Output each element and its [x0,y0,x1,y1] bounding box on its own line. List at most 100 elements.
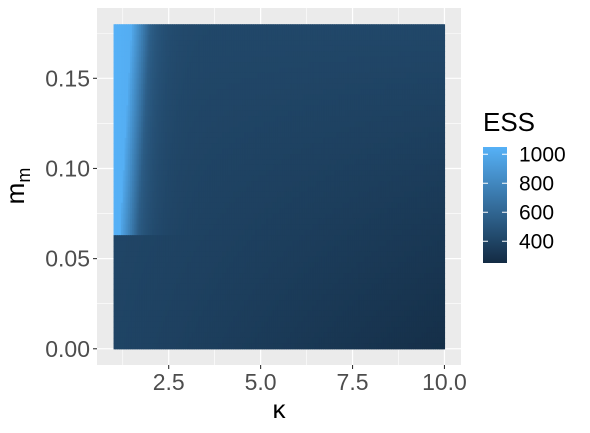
heatmap-tiles [113,24,446,350]
heatmap-tile [207,83,210,90]
heatmap-tile [227,51,230,58]
heatmap-tile [330,35,333,42]
heatmap-tile [317,62,321,69]
heatmap-tile [199,67,203,74]
heatmap-tile [315,24,319,31]
heatmap-tile [119,51,122,58]
heatmap-tile [120,35,124,42]
heatmap-tile [234,45,238,52]
heatmap-tile [216,40,219,47]
heatmap-tile [194,51,197,58]
heatmap-tile [236,94,240,101]
heatmap-tile [181,83,185,90]
heatmap-tile [383,35,387,42]
heatmap-tile [407,94,411,101]
heatmap-tile [359,45,363,52]
heatmap-tile [302,35,306,42]
heatmap-tile [192,99,196,106]
heatmap-tile [174,78,177,85]
heatmap-tile [310,83,313,90]
heatmap-tile [150,40,153,47]
heatmap-tile [310,51,313,58]
heatmap-tile [113,56,116,63]
heatmap-tile [392,72,396,79]
heatmap-tile [218,56,221,63]
heatmap-tile [365,24,368,31]
heatmap-tile [177,89,181,96]
heatmap-tile [359,83,363,90]
heatmap-tile [181,99,185,106]
heatmap-tile [407,40,411,47]
heatmap-tile [146,89,150,96]
heatmap-tile [404,29,407,36]
heatmap-tile [264,72,267,79]
heatmap-tile [358,78,361,85]
heatmap-tile [242,83,245,90]
heatmap-tile [385,24,389,31]
heatmap-tile [335,24,339,31]
heatmap-tile [370,56,374,63]
heatmap-tile [376,94,379,101]
heatmap-tile [170,62,173,69]
heatmap-tile [266,56,269,63]
heatmap-tile [255,24,258,31]
heatmap-tile [137,78,140,85]
heatmap-tile [369,83,372,90]
heatmap-tile [385,62,389,69]
heatmap-tile [392,94,396,101]
heatmap-tile [380,29,383,36]
heatmap-tile [319,78,322,85]
heatmap-tile [365,72,368,79]
heatmap-tile [378,72,381,79]
heatmap-tile [139,35,142,42]
heatmap-tile [385,72,389,79]
heatmap-tile [222,62,225,69]
heatmap-tile [310,72,313,79]
heatmap-tile [295,72,298,79]
heatmap-tile [260,45,264,52]
heatmap-tile [312,89,315,96]
heatmap-tile [306,40,310,47]
heatmap-tile [407,62,411,69]
heatmap-tile [345,62,348,69]
heatmap-tile [302,72,306,79]
heatmap-tile [288,35,291,42]
heatmap-tile [120,24,124,31]
heatmap-tile [442,89,446,96]
heatmap-tile [137,99,140,106]
heatmap-tile [354,45,357,52]
heatmap-tile [260,62,264,69]
heatmap-tile [128,83,131,90]
heatmap-tile [323,89,326,96]
heatmap-tile [326,78,330,85]
heatmap-tile [117,62,120,69]
heatmap-tile [115,83,118,90]
heatmap-tile [313,51,317,58]
heatmap-tile [141,78,144,85]
heatmap-tile [124,89,128,96]
heatmap-tile [223,94,227,101]
heatmap-tile [163,56,166,63]
heatmap-tile [380,40,383,47]
heatmap-tile [249,72,253,79]
heatmap-tile [153,40,157,47]
heatmap-tile [260,56,264,63]
heatmap-tile [279,40,282,47]
heatmap-tile [308,56,311,63]
heatmap-tile [120,99,124,106]
heatmap-tile [295,56,298,63]
heatmap-tile [163,99,166,106]
heatmap-tile [312,67,315,74]
heatmap-tile [424,51,427,58]
heatmap-tile [301,51,304,58]
heatmap-tile [380,94,383,101]
heatmap-tile [242,40,245,47]
heatmap-tile [343,72,346,79]
heatmap-tile [153,78,157,85]
heatmap-tile [130,83,133,90]
heatmap-tile [222,56,225,63]
heatmap-tile [391,83,394,90]
heatmap-tile [398,83,401,90]
heatmap-tile [183,67,186,74]
heatmap-tile [315,29,319,36]
